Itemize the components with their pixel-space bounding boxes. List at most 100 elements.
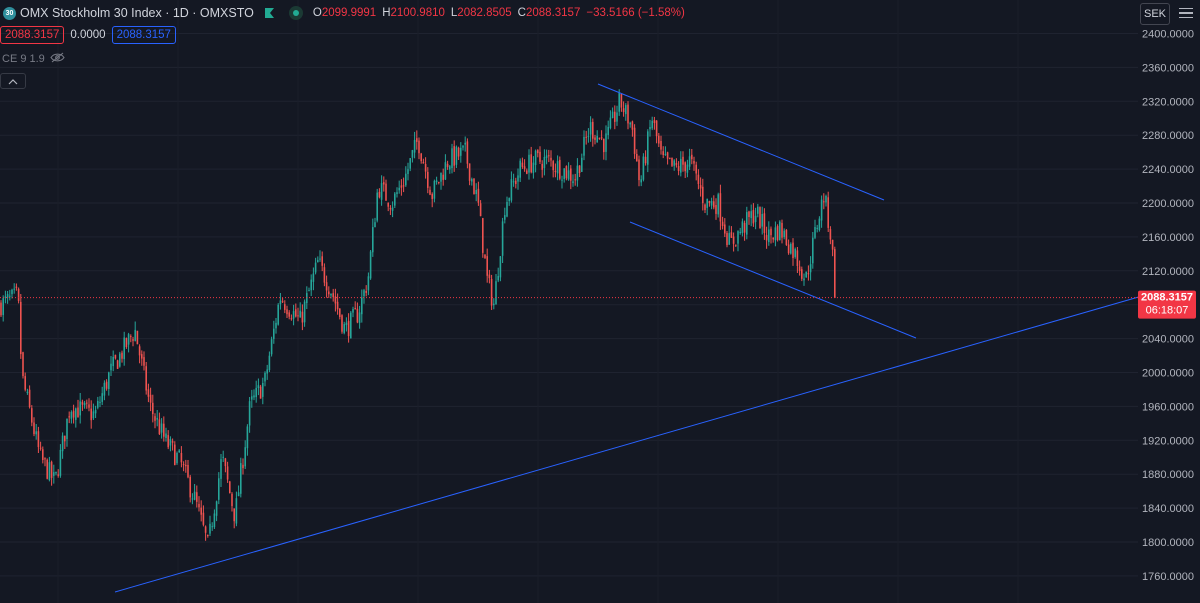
bar-countdown: 06:18:07 — [1146, 305, 1189, 317]
candle-body — [358, 312, 361, 323]
candle-body — [185, 464, 187, 467]
candle-body — [398, 187, 400, 191]
candle-body — [332, 293, 334, 297]
candle-body — [499, 256, 502, 278]
candle-body — [405, 173, 407, 186]
candle-body — [281, 301, 284, 303]
candle-body — [233, 508, 235, 522]
candle-body — [671, 157, 673, 166]
eye-off-icon[interactable] — [50, 52, 65, 66]
candle-body — [167, 435, 169, 448]
price-tick-label: 2400.0000 — [1142, 29, 1194, 41]
indicator-label[interactable]: CE 9 1.9 — [2, 53, 45, 65]
high-value: H2100.9810 — [382, 7, 445, 19]
candle-body — [477, 188, 480, 203]
candle-body — [809, 264, 812, 273]
candle-body — [781, 222, 783, 238]
candle-body — [20, 301, 22, 355]
candle-body — [264, 372, 266, 382]
candle-body — [240, 463, 242, 494]
candle-body — [598, 137, 601, 139]
change-value: −33.5166 (−1.58%) — [586, 7, 685, 19]
candle-body — [416, 138, 418, 142]
candle-body — [92, 411, 95, 419]
buy-price-button[interactable]: 2088.3157 — [111, 26, 176, 44]
sell-price-button[interactable]: 2088.3157 — [0, 26, 65, 44]
candle-body — [576, 165, 579, 181]
candle-body — [440, 172, 442, 182]
candle-body — [13, 288, 15, 290]
candle-body — [72, 410, 75, 418]
channel-upper-trendline[interactable] — [597, 83, 885, 201]
candle-body — [11, 289, 13, 295]
flag-icon[interactable] — [264, 8, 275, 18]
candle-body — [717, 194, 719, 215]
candle-body — [537, 150, 539, 154]
candle-body — [526, 170, 528, 174]
candle-body — [642, 156, 645, 180]
candle-body — [693, 161, 695, 164]
candle-body — [372, 227, 374, 253]
candle-body — [220, 459, 222, 479]
candle-body — [519, 160, 521, 178]
candle-body — [625, 105, 627, 115]
channel-lower-trendline[interactable] — [629, 221, 917, 339]
candle-body — [383, 182, 385, 185]
candle-body — [798, 266, 801, 271]
candle-body — [825, 196, 827, 203]
candle-body — [618, 93, 620, 112]
candle-body — [823, 201, 825, 203]
candle-body — [473, 178, 475, 195]
menu-icon[interactable] — [1176, 3, 1196, 23]
candle-body — [495, 281, 497, 305]
candle-body — [308, 290, 310, 292]
candle-body — [486, 256, 488, 276]
candle-body — [277, 304, 279, 325]
candle-body — [2, 298, 4, 315]
candle-body — [638, 159, 640, 181]
candle-body — [130, 336, 132, 338]
candle-body — [774, 227, 777, 241]
candle-body — [24, 376, 26, 390]
candle-body — [530, 154, 532, 173]
candle-body — [834, 249, 836, 298]
candle-body — [259, 386, 262, 399]
candle-body — [510, 179, 513, 201]
candle-body — [792, 242, 794, 258]
candle-body — [323, 267, 326, 283]
candle-body — [761, 214, 763, 227]
candle-body — [347, 320, 350, 337]
candle-body — [158, 419, 161, 435]
candle-body — [728, 233, 730, 245]
candle-body — [77, 407, 79, 418]
symbol-title[interactable]: OMX Stockholm 30 Index · 1D · OMXSTO — [20, 6, 254, 20]
candle-body — [204, 526, 207, 533]
ascending-support-trendline[interactable] — [114, 295, 1143, 593]
candle-body — [684, 162, 686, 172]
market-status-icon[interactable] — [288, 6, 303, 20]
candle-body — [411, 150, 414, 158]
candle-body — [820, 199, 823, 221]
candle-body — [50, 461, 53, 478]
candle-body — [215, 501, 218, 516]
candle-body — [26, 391, 29, 393]
candle-body — [688, 156, 691, 167]
open-value: O2099.9991 — [312, 7, 377, 19]
currency-button[interactable]: SEK — [1140, 3, 1170, 25]
candle-body — [719, 193, 722, 222]
candle-body — [231, 493, 233, 507]
trendline-drawings[interactable] — [114, 83, 1143, 593]
candle-body — [229, 481, 231, 493]
candle-body — [226, 466, 229, 480]
candle-body — [160, 423, 163, 433]
candle-body — [182, 464, 185, 466]
candle-body — [396, 192, 398, 194]
candle-body — [361, 297, 363, 315]
collapse-legend-button[interactable] — [0, 73, 26, 89]
indicator-legend[interactable]: CE 9 1.9 — [2, 52, 65, 66]
candle-body — [594, 137, 596, 140]
candle-body — [721, 221, 724, 226]
candle-body — [739, 231, 741, 233]
candle-body — [407, 169, 409, 174]
